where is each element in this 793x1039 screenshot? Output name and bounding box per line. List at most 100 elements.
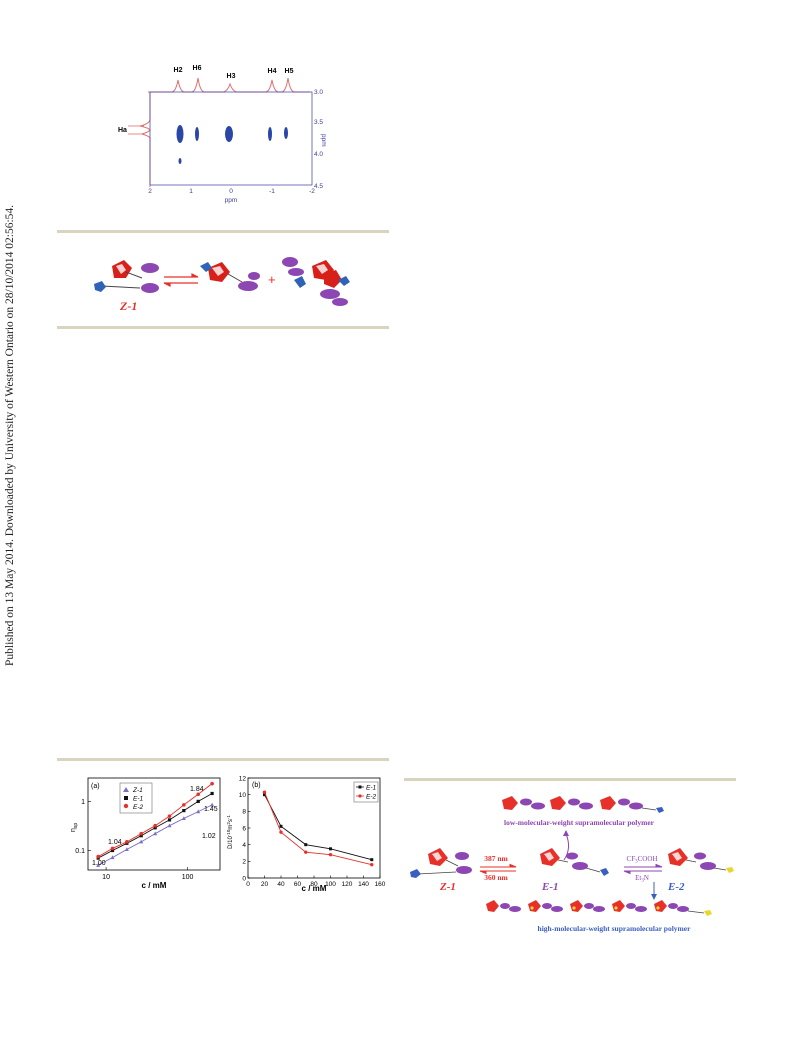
equilibrium-arrows	[163, 273, 199, 287]
nmr-plot-frame	[149, 91, 313, 186]
slope-102: 1.02	[202, 833, 216, 840]
slope-145: 1.45	[204, 806, 218, 813]
legend-e2: E-2	[133, 804, 144, 811]
divider-top-scheme1	[57, 230, 389, 233]
scheme2-e2-label: E-2	[667, 881, 685, 893]
peak-label-h4: H4	[268, 68, 277, 75]
chart-a-legend: Z-1 E-1 E-2	[119, 782, 153, 814]
chart-b-y-tick-label: 4	[242, 842, 246, 849]
label-360nm: 360 nm	[484, 873, 508, 882]
divider-bottom-scheme1	[57, 326, 389, 329]
high-mw-caption: high-molecular-weight supramolecular pol…	[538, 924, 692, 933]
scheme-1-isomerization: Z-1 +	[94, 257, 350, 313]
ha-label: Ha	[118, 127, 127, 134]
scheme2-e1-molecule	[540, 848, 609, 876]
chart-b-point	[279, 830, 283, 834]
chart-b-x-tick-label: 160	[375, 881, 386, 888]
legend-b-e2: E-2	[366, 794, 377, 801]
peak-label-h3: H3	[227, 73, 236, 80]
e1-product	[200, 262, 260, 291]
chart-b-point	[304, 843, 308, 847]
slope-100: 1.00	[92, 860, 106, 867]
viscosity-chart: (a) ηsp c / mM 10 100 1 0.1 Z-1 E-1 E-2 1.8…	[70, 777, 221, 890]
label-base: Et3N	[635, 874, 649, 884]
chart-b-point	[329, 847, 332, 851]
chart-a-point	[196, 809, 201, 814]
divider-top-scheme2	[404, 778, 736, 781]
publication-stamp: Published on 13 May 2014. Downloaded by …	[4, 204, 16, 666]
nmr-x-axis-label: ppm	[225, 197, 238, 204]
scheme2-e1-label: E-1	[541, 881, 559, 893]
scheme1-plus: +	[268, 272, 276, 287]
chart-a-point	[196, 799, 200, 804]
chart-a-x-tick-label: 100	[182, 874, 194, 881]
chart-a-point	[167, 823, 172, 828]
z1-molecule	[94, 260, 159, 293]
label-387nm: 387 nm	[484, 854, 508, 863]
chart-b-x-tick-label: 40	[277, 881, 285, 888]
chart-a-slopes: 1.84 1.45 1.04 1.02 1.00	[92, 786, 218, 867]
arrow-to-low-mw	[563, 833, 570, 861]
diffusion-chart: (b) D/10-10m2s-1 c / mM 0 20 40 60 80 100 120 1…	[226, 775, 386, 892]
nmr-top-trace	[148, 77, 310, 93]
chart-b-point	[263, 793, 266, 797]
label-acid: CF3COOH	[627, 855, 658, 865]
nmr-y-axis-label: ppm	[320, 134, 327, 147]
chart-b-point	[328, 852, 333, 857]
chart-a-point	[181, 816, 186, 821]
chart-a-point	[96, 854, 100, 859]
chart-a-point	[210, 781, 214, 786]
chart-a-point	[167, 818, 172, 822]
chart-a-x-tick-label: 10	[102, 874, 110, 881]
chart-a-x-label: c / mM	[142, 881, 167, 890]
chart-a-point	[153, 826, 157, 830]
chart-b-y-tick-label: 6	[242, 825, 246, 832]
chart-a-y-tick-label: 0.1	[75, 848, 85, 855]
nmr-x-tick-1: 2	[148, 188, 152, 195]
nmr-y-tick-1: 3.0	[314, 89, 323, 96]
slope-104: 1.04	[108, 839, 122, 846]
chart-b-x-tick-label: 100	[325, 881, 336, 888]
chart-b-y-tick-label: 0	[242, 875, 246, 882]
nmr-x-tick-4: -1	[269, 188, 275, 195]
chart-b-y-tick-label: 8	[242, 809, 246, 816]
scheme2-acid-base-arrows	[623, 863, 663, 875]
nmr-x-tick-3: 0	[229, 188, 233, 195]
nmr-y-tick-4: 4.5	[314, 183, 323, 190]
scheme2-z1-label: Z-1	[439, 881, 456, 893]
chart-b-x-tick-label: 120	[342, 881, 353, 888]
peak-label-h5: H5	[285, 68, 294, 75]
low-mw-polymer-chain	[502, 796, 664, 813]
chart-b-point	[370, 862, 374, 867]
chart-b-legend: E-1 E-2	[353, 781, 379, 803]
chart-a-point	[210, 802, 215, 807]
dimer-product	[282, 257, 350, 306]
legend-e1: E-1	[133, 796, 144, 803]
high-mw-polymer-chain	[486, 900, 712, 916]
scheme2-light-arrows	[479, 863, 517, 875]
divider-top-figure	[57, 758, 389, 761]
chart-a-point	[182, 803, 186, 807]
chart-a-point	[153, 823, 157, 828]
scheme1-z1-label: Z-1	[119, 299, 137, 313]
low-mw-caption: low-molecular-weight supramolecular poly…	[504, 818, 655, 827]
chart-b-x-tick-label: 20	[261, 881, 269, 888]
chart-a-point	[210, 791, 214, 796]
chart-a-point	[139, 831, 144, 836]
chart-b-x-tick-label: 80	[310, 881, 318, 888]
scheme-2-supramolecular: low-molecular-weight supramolecular poly…	[410, 796, 734, 933]
slope-184: 1.84	[190, 786, 204, 793]
chart-b-y-tick-label: 12	[239, 775, 247, 782]
peak-label-h2: H2	[174, 67, 183, 74]
chart-a-point	[167, 814, 172, 818]
scheme2-z1-molecule	[410, 848, 472, 878]
nmr-cross-peaks	[176, 125, 288, 164]
chart-a-point	[110, 848, 115, 853]
nmr-x-tick-5: -2	[309, 188, 315, 195]
chart-b-series-line	[264, 791, 372, 866]
chart-b-y-label: D/10-10m2s-1	[226, 815, 234, 849]
chart-a-point	[182, 808, 186, 813]
peak-label-h6: H6	[193, 65, 202, 72]
chart-a-frame	[87, 777, 221, 871]
chart-a-point	[96, 863, 101, 867]
